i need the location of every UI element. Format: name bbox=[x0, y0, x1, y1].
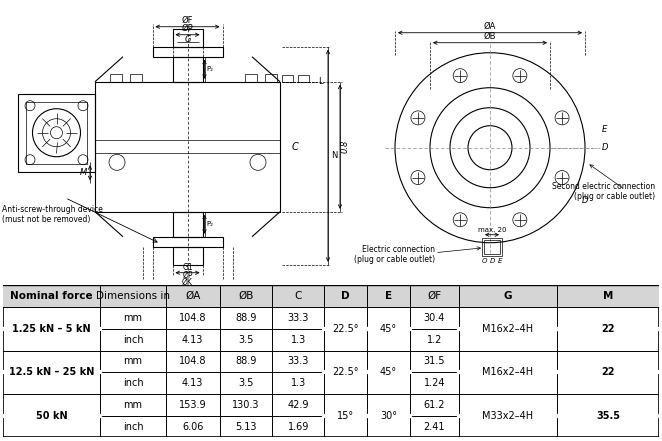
Bar bbox=[173, 57, 203, 82]
Text: ØB: ØB bbox=[238, 291, 254, 301]
Text: M: M bbox=[79, 168, 87, 177]
Text: 15°: 15° bbox=[337, 411, 354, 421]
Text: M16x2–4H: M16x2–4H bbox=[483, 367, 534, 377]
Text: 104.8: 104.8 bbox=[179, 313, 207, 323]
Bar bbox=[298, 75, 309, 82]
Text: 31.5: 31.5 bbox=[424, 356, 445, 366]
Text: D: D bbox=[583, 196, 589, 205]
Text: mm: mm bbox=[124, 313, 142, 323]
Text: 3.5: 3.5 bbox=[238, 335, 254, 345]
Text: inch: inch bbox=[122, 378, 144, 388]
Text: E: E bbox=[498, 258, 502, 264]
Text: 4.13: 4.13 bbox=[182, 378, 203, 388]
Text: Electric connection
(plug or cable outlet): Electric connection (plug or cable outle… bbox=[354, 245, 435, 265]
Text: 22: 22 bbox=[601, 367, 614, 377]
Text: 35.5: 35.5 bbox=[596, 411, 620, 421]
Text: max. 20: max. 20 bbox=[478, 227, 506, 233]
Text: 22.5°: 22.5° bbox=[332, 324, 359, 334]
Text: E: E bbox=[385, 291, 392, 301]
Text: G: G bbox=[504, 291, 512, 301]
Text: D: D bbox=[602, 143, 608, 152]
Text: E: E bbox=[602, 125, 607, 134]
Text: Nominal force: Nominal force bbox=[11, 291, 93, 301]
Text: D: D bbox=[489, 258, 495, 264]
Text: ØP: ØP bbox=[182, 271, 193, 280]
Text: mm: mm bbox=[124, 400, 142, 410]
Bar bbox=[173, 247, 203, 265]
Bar bbox=[95, 82, 280, 212]
Bar bbox=[18, 94, 95, 172]
Bar bbox=[245, 74, 257, 82]
Text: 88.9: 88.9 bbox=[235, 313, 256, 323]
Text: ØP: ØP bbox=[181, 24, 193, 33]
Text: 22.5°: 22.5° bbox=[332, 367, 359, 377]
Text: ØA: ØA bbox=[185, 291, 201, 301]
Text: P₂: P₂ bbox=[207, 66, 214, 72]
Bar bbox=[26, 102, 87, 164]
Text: 50 kN: 50 kN bbox=[36, 411, 68, 421]
Text: Second electric connection
(plug or cable outlet): Second electric connection (plug or cabl… bbox=[552, 182, 655, 202]
Text: 1.25 kN – 5 kN: 1.25 kN – 5 kN bbox=[13, 324, 91, 334]
Text: 130.3: 130.3 bbox=[232, 400, 260, 410]
Text: 12.5 kN – 25 kN: 12.5 kN – 25 kN bbox=[9, 367, 95, 377]
Bar bbox=[3, 285, 659, 307]
Text: M33x2–4H: M33x2–4H bbox=[483, 411, 534, 421]
Text: mm: mm bbox=[124, 356, 142, 366]
Text: D: D bbox=[342, 291, 350, 301]
Text: ØA: ØA bbox=[484, 22, 496, 31]
Text: 30.4: 30.4 bbox=[424, 313, 445, 323]
Bar bbox=[484, 240, 500, 254]
Text: M: M bbox=[602, 291, 613, 301]
Text: 1.3: 1.3 bbox=[291, 335, 306, 345]
Text: 45°: 45° bbox=[380, 367, 397, 377]
Text: 1.69: 1.69 bbox=[287, 422, 309, 432]
Bar bbox=[282, 75, 293, 82]
Text: inch: inch bbox=[122, 422, 144, 432]
Text: L: L bbox=[318, 77, 322, 86]
Text: C: C bbox=[295, 291, 302, 301]
Text: N: N bbox=[331, 151, 338, 160]
Text: G: G bbox=[184, 35, 191, 44]
Bar bbox=[265, 74, 277, 82]
Text: inch: inch bbox=[122, 335, 144, 345]
Text: 22: 22 bbox=[601, 324, 614, 334]
Bar bbox=[152, 237, 222, 247]
Text: 1.3: 1.3 bbox=[291, 378, 306, 388]
Text: P₂: P₂ bbox=[207, 221, 214, 227]
Text: 104.8: 104.8 bbox=[179, 356, 207, 366]
Bar bbox=[173, 29, 203, 47]
Bar bbox=[173, 212, 203, 237]
Bar bbox=[152, 47, 222, 57]
Bar bbox=[110, 74, 122, 82]
Text: 30°: 30° bbox=[380, 411, 397, 421]
Text: ØK: ØK bbox=[182, 278, 193, 287]
Text: 2.41: 2.41 bbox=[424, 422, 445, 432]
Text: 4.13: 4.13 bbox=[182, 335, 203, 345]
Text: 42.9: 42.9 bbox=[287, 400, 309, 410]
Text: O: O bbox=[481, 258, 487, 264]
Text: 33.3: 33.3 bbox=[287, 313, 309, 323]
Text: 1.2: 1.2 bbox=[426, 335, 442, 345]
Text: 0.8: 0.8 bbox=[340, 140, 350, 153]
Text: 88.9: 88.9 bbox=[235, 356, 256, 366]
Text: 45°: 45° bbox=[380, 324, 397, 334]
Bar bbox=[482, 238, 502, 256]
Text: 1.24: 1.24 bbox=[424, 378, 445, 388]
Text: ØF: ØF bbox=[427, 291, 442, 301]
Text: 5.13: 5.13 bbox=[235, 422, 257, 432]
Text: M16x2–4H: M16x2–4H bbox=[483, 324, 534, 334]
Text: 33.3: 33.3 bbox=[287, 356, 309, 366]
Text: 6.06: 6.06 bbox=[182, 422, 203, 432]
Text: C: C bbox=[292, 142, 299, 152]
Text: ØF: ØF bbox=[182, 16, 193, 25]
Bar bbox=[130, 74, 142, 82]
Text: 3.5: 3.5 bbox=[238, 378, 254, 388]
Text: ØB: ØB bbox=[484, 32, 496, 41]
Text: 153.9: 153.9 bbox=[179, 400, 207, 410]
Text: Anti-screw-through device
(must not be removed): Anti-screw-through device (must not be r… bbox=[2, 205, 103, 224]
Text: Dimensions in: Dimensions in bbox=[96, 291, 170, 301]
Text: G1: G1 bbox=[182, 263, 193, 272]
Text: 61.2: 61.2 bbox=[424, 400, 445, 410]
